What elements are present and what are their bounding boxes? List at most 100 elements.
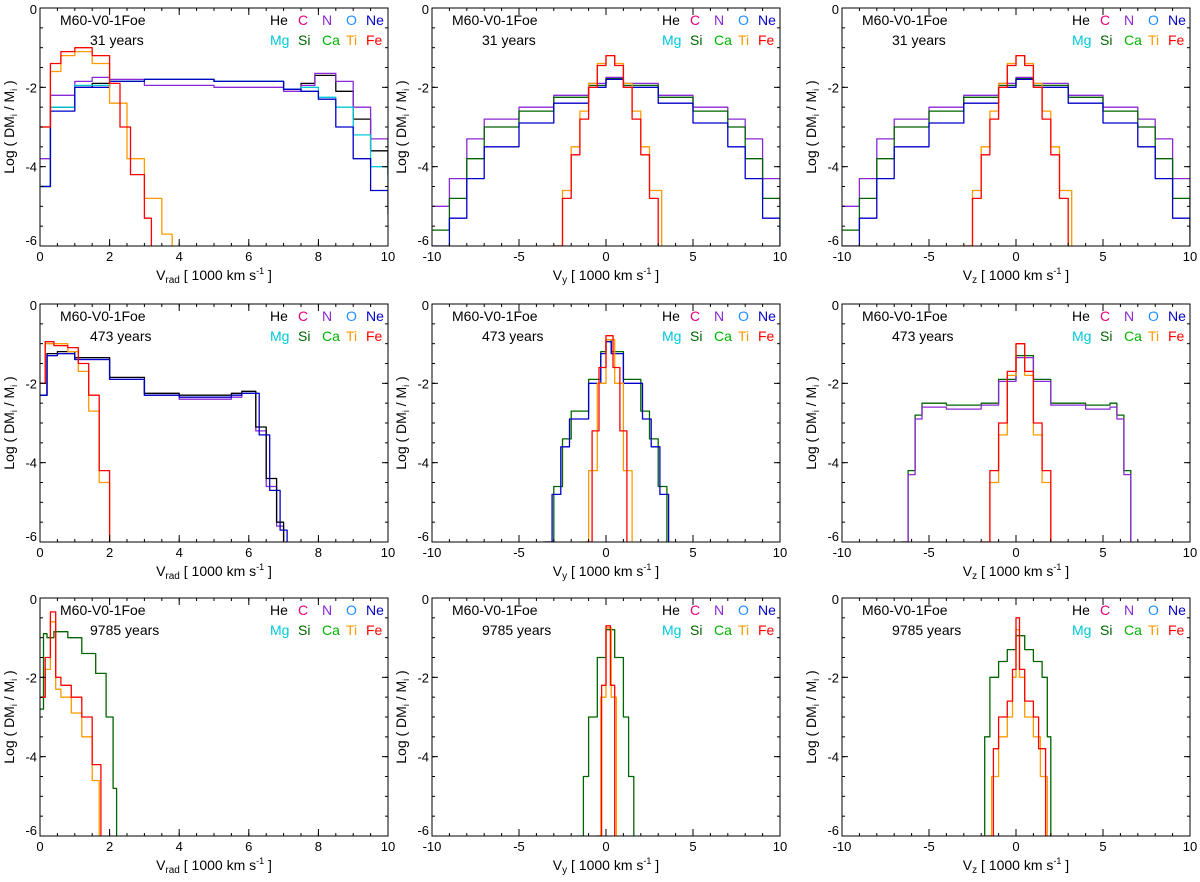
- ytick-label: -4: [25, 750, 37, 765]
- ytick-label: 0: [422, 592, 429, 607]
- legend-fe: Fe: [1168, 622, 1185, 638]
- legend-o: O: [738, 308, 749, 324]
- xtick-label: -5: [513, 545, 525, 560]
- legend-c: C: [1100, 308, 1110, 324]
- xtick-label: 2: [106, 839, 113, 854]
- xtick-label: -5: [513, 839, 525, 854]
- legend-si: Si: [298, 622, 310, 638]
- series-fe: [40, 611, 102, 836]
- ytick-label: -4: [417, 160, 429, 175]
- age-label: 9785 years: [892, 622, 961, 638]
- age-label: 473 years: [482, 328, 543, 344]
- ytick-label: -6: [25, 823, 37, 838]
- panel-r2-c2: 0 -2 -4 -6-10 -5 0 5 10 Vy [ 1000 km s-1 ] Log ( …: [393, 298, 787, 582]
- ytick-label: -4: [417, 750, 429, 765]
- series-fe: [40, 47, 153, 246]
- series-ne: [40, 352, 288, 542]
- legend-mg: Mg: [662, 32, 681, 48]
- legend-si: Si: [298, 32, 310, 48]
- xtick-label: -10: [833, 249, 852, 264]
- xtick-label: 4: [176, 249, 183, 264]
- age-label: 31 years: [892, 32, 946, 48]
- x-axis-label: Vrad [ 1000 km s-1 ]: [156, 562, 272, 582]
- legend-o: O: [1148, 12, 1159, 28]
- legend-o: O: [1148, 308, 1159, 324]
- series-fe: [597, 625, 616, 836]
- legend-ca: Ca: [322, 328, 340, 344]
- legend-ti: Ti: [738, 328, 749, 344]
- xtick-label: 4: [176, 839, 183, 854]
- ytick-label: 0: [832, 298, 839, 313]
- series-si: [432, 77, 780, 231]
- legend-ne: Ne: [758, 602, 776, 618]
- panel-r1-c3: 0 -2 -4 -6-10 -5 0 5 10 Vz [ 1000 km s-1 ] Log ( …: [803, 2, 1197, 286]
- xtick-label: 10: [381, 545, 395, 560]
- legend-mg: Mg: [662, 622, 681, 638]
- age-label: 9785 years: [90, 622, 159, 638]
- legend-ca: Ca: [1124, 328, 1142, 344]
- model-label: M60-V0-1Foe: [862, 602, 948, 618]
- model-label: M60-V0-1Foe: [60, 12, 146, 28]
- legend-c: C: [1100, 602, 1110, 618]
- xtick-label: 0: [602, 545, 609, 560]
- y-axis-label: Log ( DMi / Mi ): [803, 80, 821, 173]
- series-si: [40, 631, 118, 836]
- legend-ca: Ca: [1124, 32, 1142, 48]
- legend-mg: Mg: [270, 622, 289, 638]
- legend-n: N: [322, 12, 332, 28]
- ytick-label: -6: [417, 233, 429, 248]
- ytick-label: -2: [25, 80, 37, 95]
- series-he: [40, 74, 388, 188]
- ytick-label: 0: [30, 298, 37, 313]
- ytick-label: -2: [25, 376, 37, 391]
- legend-o: O: [738, 12, 749, 28]
- legend-si: Si: [298, 328, 310, 344]
- series-group: [40, 341, 288, 542]
- legend-he: He: [270, 12, 288, 28]
- legend-c: C: [690, 602, 700, 618]
- xtick-label: 10: [1183, 545, 1197, 560]
- ytick-label: 0: [30, 592, 37, 607]
- legend-c: C: [690, 12, 700, 28]
- panel-r3-c3: 0 -2 -4 -6-10 -5 0 5 10 Vz [ 1000 km s-1 ] Log ( …: [803, 592, 1197, 876]
- legend-he: He: [1072, 12, 1090, 28]
- legend-si: Si: [1100, 622, 1112, 638]
- ytick-label: -4: [827, 160, 839, 175]
- series-fe: [986, 617, 1047, 836]
- legend-si: Si: [690, 622, 702, 638]
- y-axis-label: Log ( DMi / Mi ): [393, 670, 411, 763]
- panel-r2-c3: 0 -2 -4 -6-10 -5 0 5 10 Vz [ 1000 km s-1 ] Log ( …: [803, 298, 1197, 582]
- xtick-label: 6: [245, 545, 252, 560]
- series-group: [40, 47, 388, 246]
- x-axis-label: Vz [ 1000 km s-1 ]: [963, 856, 1069, 876]
- legend-ne: Ne: [1168, 12, 1186, 28]
- ytick-label: -2: [827, 376, 839, 391]
- legend-n: N: [1124, 308, 1134, 324]
- legend-ti: Ti: [1148, 622, 1159, 638]
- y-axis-label: Log ( DMi / Mi ): [1, 80, 19, 173]
- legend-fe: Fe: [758, 622, 775, 638]
- ytick-label: -2: [827, 670, 839, 685]
- model-label: M60-V0-1Foe: [862, 308, 948, 324]
- xtick-label: 10: [773, 249, 787, 264]
- ytick-label: -6: [827, 823, 839, 838]
- legend-ne: Ne: [758, 308, 776, 324]
- legend-ti: Ti: [738, 622, 749, 638]
- ytick-label: -4: [417, 456, 429, 471]
- xtick-label: 0: [36, 839, 43, 854]
- series-ne: [40, 78, 388, 215]
- x-axis-label: Vy [ 1000 km s-1 ]: [553, 266, 659, 286]
- xtick-label: 5: [1099, 545, 1106, 560]
- xtick-label: -5: [923, 545, 935, 560]
- ytick-label: -6: [417, 823, 429, 838]
- xtick-label: 0: [1012, 545, 1019, 560]
- legend-o: O: [1148, 602, 1159, 618]
- legend-fe: Fe: [1168, 32, 1185, 48]
- xtick-label: 8: [315, 839, 322, 854]
- ytick-label: -6: [417, 529, 429, 544]
- xtick-label: 10: [773, 839, 787, 854]
- xtick-label: 10: [381, 839, 395, 854]
- legend-n: N: [1124, 602, 1134, 618]
- model-label: M60-V0-1Foe: [862, 12, 948, 28]
